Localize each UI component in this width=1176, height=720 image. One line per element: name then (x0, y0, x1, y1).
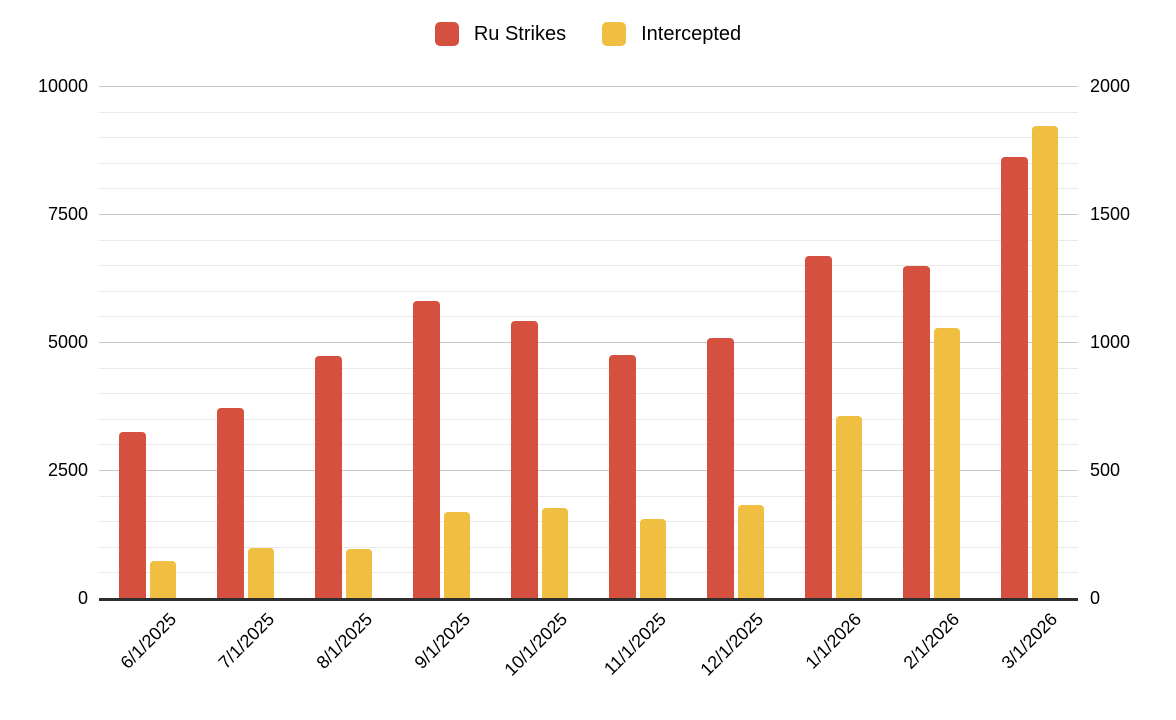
minor-gridline (99, 572, 1078, 574)
right-axis-tick-0: 0 (1090, 588, 1101, 608)
x-axis-label-8-1-2025: 8/1/2025 (312, 609, 376, 673)
bar-ru-strikes-8-1-2025[interactable] (315, 356, 343, 598)
bar-group-7-1-2025 (197, 86, 295, 598)
minor-gridline (99, 444, 1078, 446)
major-gridline (99, 86, 1078, 87)
bar-intercepted-10-1-2025[interactable] (542, 508, 569, 598)
bar-intercepted-2-1-2026[interactable] (933, 328, 960, 598)
bar-group-8-1-2025 (295, 86, 393, 598)
legend-label-ru-strikes: Ru Strikes (473, 23, 567, 45)
bar-intercepted-12-1-2025[interactable] (737, 505, 764, 598)
x-axis-label-12-1-2025: 12/1/2025 (696, 609, 768, 680)
right-axis-tick-1000: 1000 (1090, 332, 1131, 352)
minor-gridline (99, 290, 1078, 292)
x-axis-label-7-1-2025: 7/1/2025 (214, 609, 279, 673)
x-axis-label-3-1-2026: 3/1/2026 (997, 609, 1062, 673)
bar-intercepted-11-1-2025[interactable] (639, 519, 666, 598)
bar-ru-strikes-10-1-2025[interactable] (511, 321, 539, 598)
bar-intercepted-9-1-2025[interactable] (444, 512, 471, 598)
bar-intercepted-1-1-2026[interactable] (835, 416, 862, 598)
x-axis-label-2-1-2026: 2/1/2026 (899, 609, 964, 673)
major-gridline (99, 470, 1078, 471)
left-axis-tick-2500: 2500 (47, 460, 88, 480)
minor-gridline (99, 162, 1078, 164)
minor-gridline (99, 188, 1078, 190)
bar-group-10-1-2025 (491, 86, 589, 598)
legend-swatch-red-icon (434, 22, 459, 46)
x-axis-label-10-1-2025: 10/1/2025 (500, 609, 572, 680)
legend-swatch-yellow-icon (602, 22, 627, 46)
bar-group-6-1-2025 (99, 86, 197, 598)
minor-gridline (99, 239, 1078, 241)
minor-gridline (99, 265, 1078, 267)
bar-ru-strikes-7-1-2025[interactable] (217, 408, 245, 598)
minor-gridline (99, 316, 1078, 318)
right-axis-tick-1500: 1500 (1090, 204, 1131, 224)
minor-gridline (99, 137, 1078, 139)
minor-gridline (99, 495, 1078, 497)
minor-gridline (99, 418, 1078, 420)
bar-ru-strikes-1-1-2026[interactable] (804, 256, 832, 598)
minor-gridline (99, 393, 1078, 395)
minor-gridline (99, 367, 1078, 369)
minor-gridline (99, 111, 1078, 113)
legend-item-ru-strikes[interactable]: Ru Strikes (434, 22, 567, 46)
major-gridline (99, 342, 1078, 343)
x-axis-label-9-1-2025: 9/1/2025 (410, 609, 474, 673)
bar-ru-strikes-2-1-2026[interactable] (902, 266, 930, 598)
bar-ru-strikes-6-1-2025[interactable] (119, 432, 147, 598)
bar-group-11-1-2025 (589, 86, 687, 598)
bar-group-9-1-2025 (393, 86, 491, 598)
bar-group-2-1-2026 (882, 86, 980, 598)
bar-ru-strikes-9-1-2025[interactable] (413, 301, 441, 598)
bar-intercepted-6-1-2025[interactable] (150, 561, 177, 598)
legend: Ru Strikes Intercepted (0, 22, 1176, 46)
left-axis-tick-5000: 5000 (47, 332, 88, 352)
bar-group-1-1-2026 (784, 86, 882, 598)
bar-ru-strikes-11-1-2025[interactable] (608, 355, 636, 598)
bar-intercepted-7-1-2025[interactable] (248, 548, 275, 598)
bar-group-3-1-2026 (980, 86, 1078, 598)
right-axis-tick-500: 500 (1090, 460, 1121, 480)
bar-ru-strikes-12-1-2025[interactable] (706, 338, 734, 598)
x-axis-label-1-1-2026: 1/1/2026 (801, 609, 866, 673)
minor-gridline (99, 521, 1078, 523)
bar-intercepted-3-1-2026[interactable] (1031, 126, 1058, 598)
x-axis-label-11-1-2025: 11/1/2025 (599, 609, 670, 679)
bar-ru-strikes-3-1-2026[interactable] (1000, 157, 1028, 598)
minor-gridline (99, 546, 1078, 548)
legend-label-intercepted: Intercepted (641, 23, 742, 45)
bar-group-12-1-2025 (686, 86, 784, 598)
right-axis-tick-2000: 2000 (1090, 76, 1131, 96)
plot-area (99, 86, 1078, 601)
x-axis-label-6-1-2025: 6/1/2025 (116, 609, 181, 673)
legend-item-intercepted[interactable]: Intercepted (602, 22, 741, 46)
bar-intercepted-8-1-2025[interactable] (346, 549, 373, 598)
major-gridline (99, 214, 1078, 215)
left-axis-tick-7500: 7500 (47, 204, 88, 224)
left-axis-tick-10000: 10000 (37, 76, 88, 96)
left-axis-tick-0: 0 (77, 588, 88, 608)
